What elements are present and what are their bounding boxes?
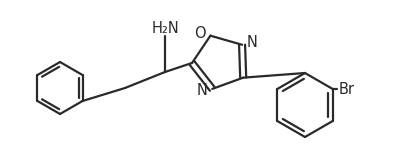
Text: O: O xyxy=(194,26,205,41)
Text: N: N xyxy=(196,83,207,98)
Text: N: N xyxy=(247,35,258,50)
Text: H₂N: H₂N xyxy=(151,21,179,35)
Text: Br: Br xyxy=(339,82,355,97)
